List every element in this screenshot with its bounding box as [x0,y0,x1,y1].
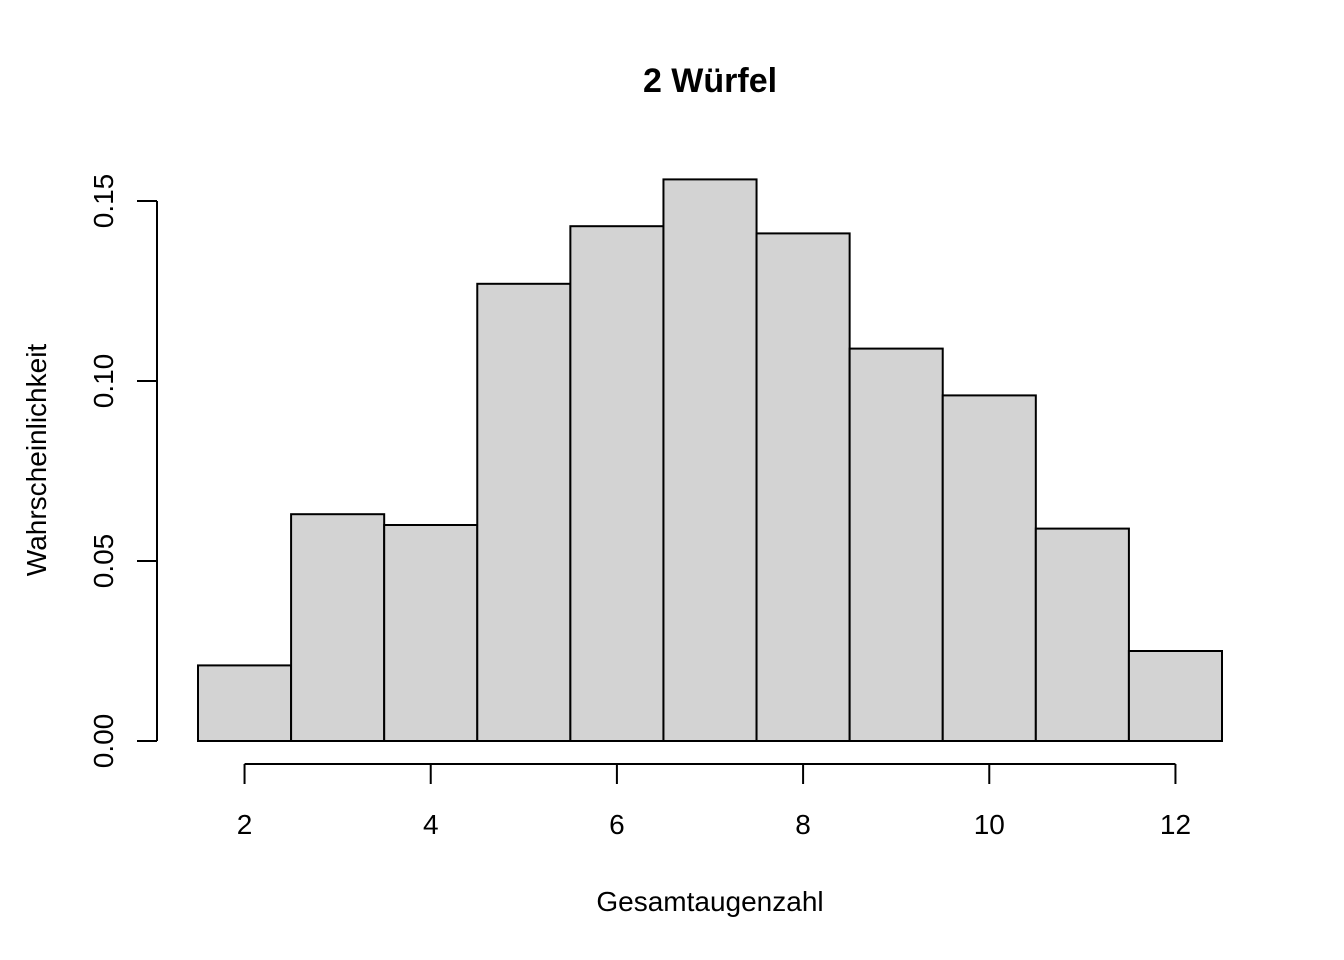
x-tick-label: 4 [423,809,439,840]
y-tick-label: 0.00 [88,714,119,769]
bar-11 [1034,527,1130,742]
x-tick-label: 8 [795,809,811,840]
y-tick-label: 0.15 [88,174,119,229]
y-axis-label: Wahrscheinlichkeit [21,344,52,577]
bar-7 [662,178,758,742]
bar-2 [197,664,293,743]
bars-group [197,178,1223,743]
bar-5 [476,282,572,742]
bar-6 [569,225,665,742]
bar-9 [848,347,944,742]
x-axis-label: Gesamtaugenzahl [596,886,823,917]
bar-12 [1127,650,1223,742]
y-tick-label: 0.05 [88,534,119,589]
y-axis: 0.00 0.05 0.10 0.15 [88,174,158,769]
bar-8 [755,232,851,742]
bar-3 [290,513,386,743]
x-axis: 2 4 6 8 10 12 [237,763,1191,840]
x-tick-label: 10 [974,809,1005,840]
x-tick-label: 6 [609,809,625,840]
x-tick-label: 12 [1160,809,1191,840]
x-tick-label: 2 [237,809,253,840]
y-tick-label: 0.10 [88,354,119,409]
bar-4 [383,524,479,742]
bar-10 [941,394,1037,742]
chart-title: 2 Würfel [643,62,777,100]
